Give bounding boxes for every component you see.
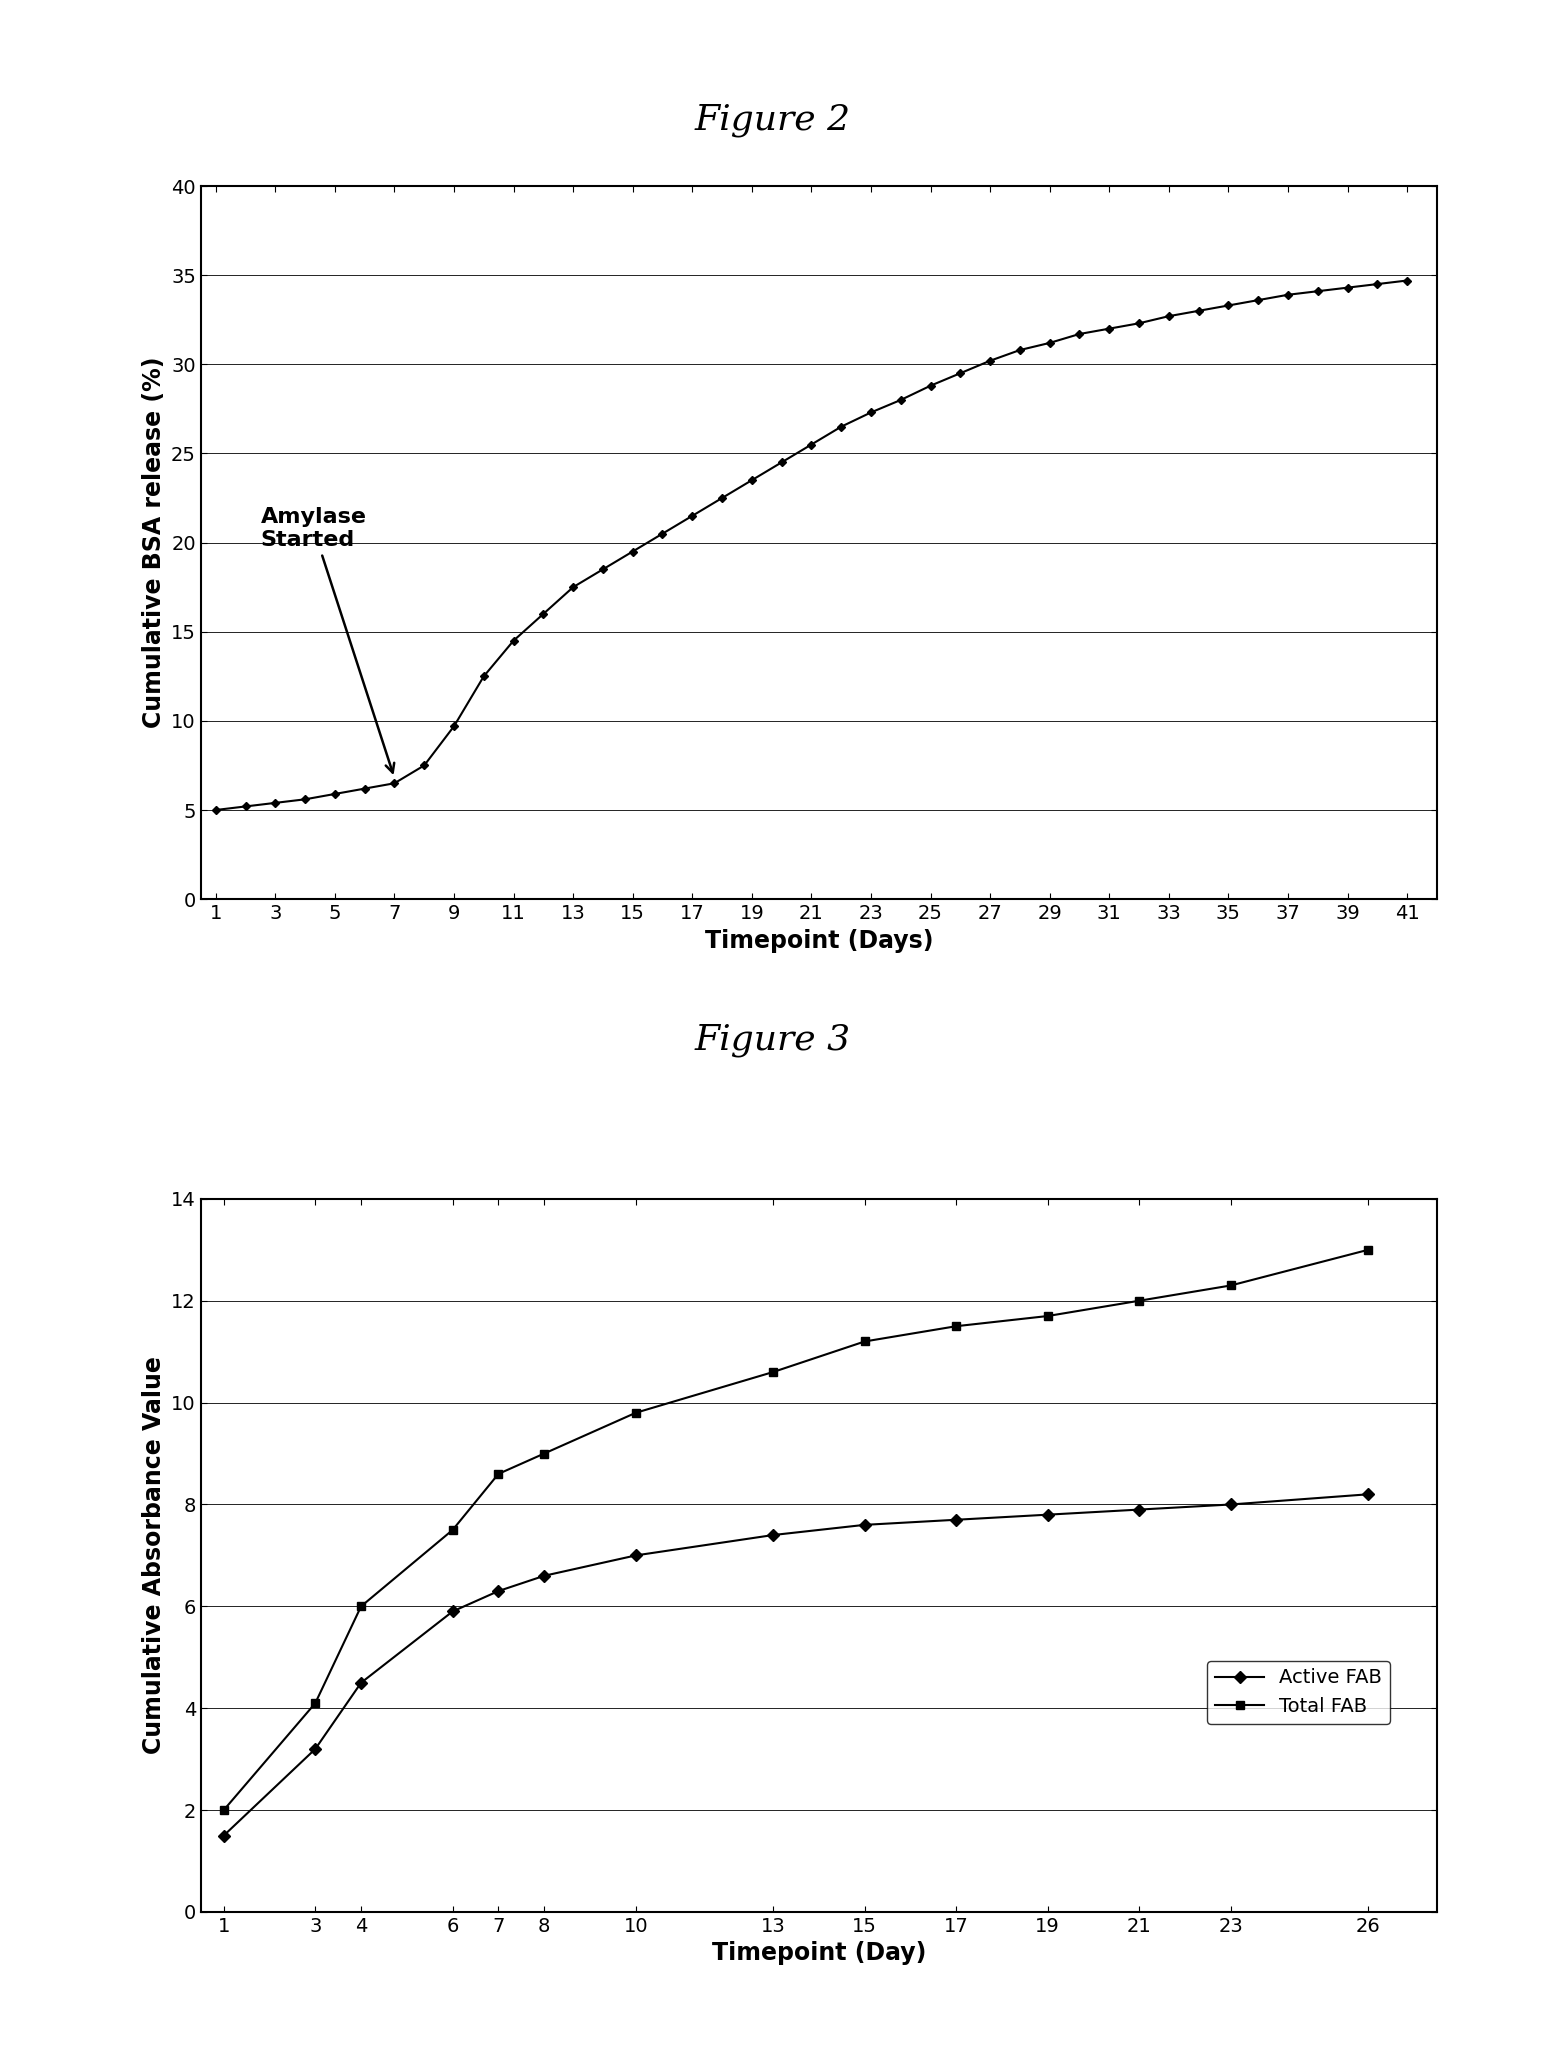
Active FAB bbox=[763, 1523, 782, 1548]
Total FAB bbox=[626, 1401, 644, 1426]
Active FAB bbox=[1129, 1497, 1148, 1521]
Text: Amylase
Started: Amylase Started bbox=[261, 506, 394, 773]
Total FAB bbox=[443, 1517, 462, 1542]
Active FAB bbox=[1222, 1492, 1241, 1517]
Text: Figure 2: Figure 2 bbox=[694, 103, 851, 136]
Active FAB bbox=[306, 1736, 324, 1761]
Total FAB bbox=[763, 1360, 782, 1385]
X-axis label: Timepoint (Day): Timepoint (Day) bbox=[712, 1941, 925, 1966]
Total FAB bbox=[1222, 1273, 1241, 1298]
Total FAB bbox=[1129, 1288, 1148, 1313]
Total FAB bbox=[535, 1441, 553, 1466]
Total FAB bbox=[352, 1594, 371, 1618]
Text: Figure 3: Figure 3 bbox=[694, 1023, 851, 1056]
Total FAB bbox=[856, 1329, 874, 1354]
Active FAB bbox=[535, 1563, 553, 1587]
Active FAB bbox=[215, 1823, 233, 1848]
Total FAB bbox=[306, 1691, 324, 1716]
Y-axis label: Cumulative BSA release (%): Cumulative BSA release (%) bbox=[142, 358, 165, 728]
Total FAB bbox=[947, 1315, 966, 1339]
Total FAB bbox=[490, 1461, 508, 1486]
Line: Active FAB: Active FAB bbox=[219, 1490, 1372, 1840]
Active FAB bbox=[856, 1513, 874, 1538]
Active FAB bbox=[352, 1670, 371, 1695]
Total FAB bbox=[1038, 1304, 1057, 1329]
Active FAB bbox=[626, 1542, 644, 1569]
Active FAB bbox=[1038, 1503, 1057, 1528]
Total FAB bbox=[215, 1798, 233, 1823]
Active FAB bbox=[1360, 1482, 1378, 1507]
Total FAB bbox=[1360, 1238, 1378, 1263]
Legend: Active FAB, Total FAB: Active FAB, Total FAB bbox=[1208, 1660, 1390, 1724]
Active FAB bbox=[947, 1507, 966, 1532]
Active FAB bbox=[490, 1579, 508, 1604]
Active FAB bbox=[443, 1600, 462, 1625]
X-axis label: Timepoint (Days): Timepoint (Days) bbox=[705, 928, 933, 953]
Y-axis label: Cumulative Absorbance Value: Cumulative Absorbance Value bbox=[142, 1356, 165, 1755]
Line: Total FAB: Total FAB bbox=[219, 1246, 1372, 1815]
